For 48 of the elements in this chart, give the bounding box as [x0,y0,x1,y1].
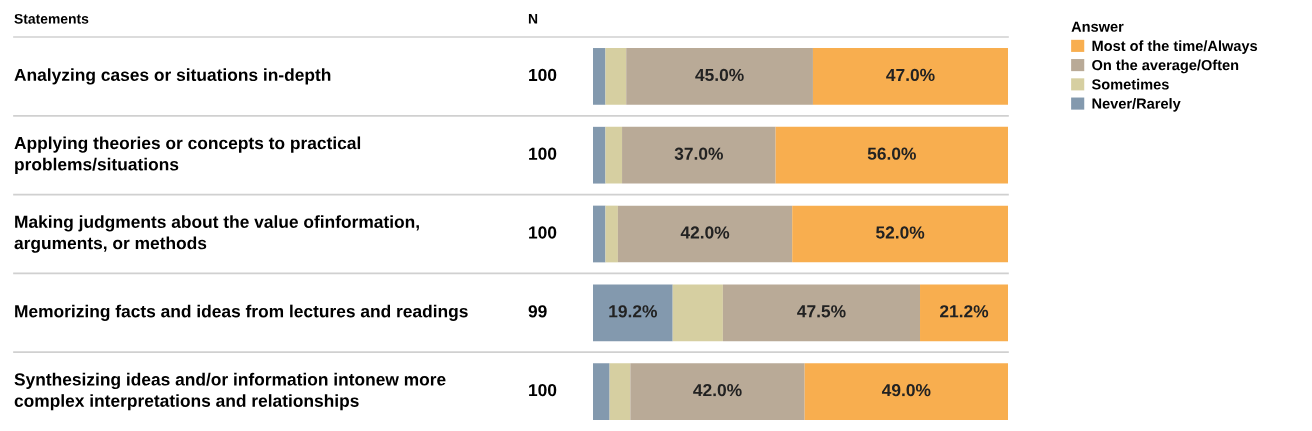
bar [804,363,1008,420]
bar [672,284,723,342]
y-tick-label: Analyzing cases or situations in-depth [14,68,331,85]
bar [605,205,618,263]
bar [792,205,1008,263]
y-tick-label: Memorizing facts and ideas from lectures and readings [15,304,468,321]
data-label: 42.0% [680,226,730,239]
data-label: 19.2% [609,305,657,318]
legend-label: Never/Rarely [1092,98,1181,112]
text: Statements [14,13,89,24]
text: 100 [529,383,557,397]
bar [617,205,793,263]
y-tick-label: Making judgments about the value ofinformation, arguments, or methods [14,215,419,253]
bar [626,48,813,105]
data-label: 47.5% [797,305,846,318]
text: 100 [529,68,557,82]
bar [622,126,776,184]
data-label: 56.0% [867,147,916,160]
data-label: 49.0% [881,383,931,397]
y-tick-label: Synthesizing ideas and/or information intonew more complex interpretations and relationships [14,372,446,411]
bar [593,363,610,420]
legend-label: Sometimes [1091,78,1169,90]
bar [605,48,627,105]
data-label: 37.0% [674,147,723,160]
legend-label: On the average/Often [1092,59,1239,74]
y-tick-label: Applying theories or concepts to practical problems/situations [14,136,361,174]
bar [593,284,673,342]
text: 100 [529,147,557,160]
bar [812,48,1008,105]
data-label: 45.0% [695,68,744,82]
bar [605,126,623,184]
data-label: 21.2% [940,305,989,318]
bar [920,284,1008,342]
bar [593,48,606,105]
data-label: 52.0% [876,226,925,239]
text: 100 [529,226,557,239]
bar [722,284,921,342]
bar [593,126,606,184]
bar [630,363,805,420]
legend-title: Answer [1071,21,1124,32]
text: N [528,14,538,24]
text: 99 [528,305,547,318]
bar [775,126,1008,184]
bar [609,363,631,420]
legend-label: Most of the time/Always [1092,40,1258,54]
data-label: 42.0% [693,383,742,397]
bar [593,205,606,263]
data-label: 47.0% [886,68,935,82]
